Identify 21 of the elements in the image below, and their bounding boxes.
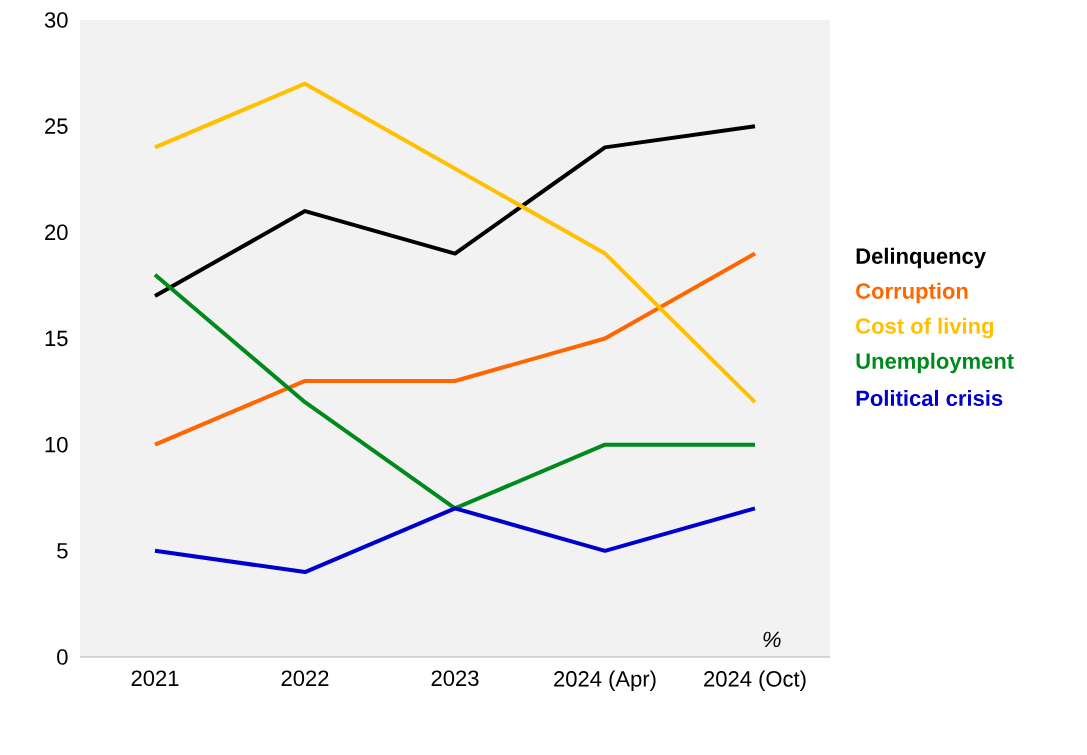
x-tick-label: 2022 [281, 670, 329, 687]
x-tick-label: 2024 (Oct) [704, 670, 806, 692]
y-tick-label: 30 [44, 12, 68, 28]
text: Cost of living [856, 317, 994, 339]
y-tick-label: 0 [57, 649, 68, 665]
x-tick-label: 2024 (Apr) [554, 670, 656, 692]
y-tick-label: 5 [57, 543, 68, 559]
x-tick-label: 2021 [131, 670, 179, 687]
text: Delinquency [856, 247, 986, 269]
y-tick-label: 15 [45, 330, 68, 347]
line-series [153, 124, 757, 299]
text: Unemployment [856, 352, 1014, 374]
y-tick-label: 20 [45, 224, 68, 241]
text: Corruption [856, 282, 968, 304]
y-tick-label: 10 [45, 436, 68, 453]
y-tick-label: 25 [45, 118, 68, 134]
x-tick-label: 2023 [431, 670, 479, 687]
annotation: % [763, 631, 781, 648]
line-series [153, 251, 757, 447]
line-series [153, 272, 757, 511]
text: Political crisis [856, 389, 1003, 407]
